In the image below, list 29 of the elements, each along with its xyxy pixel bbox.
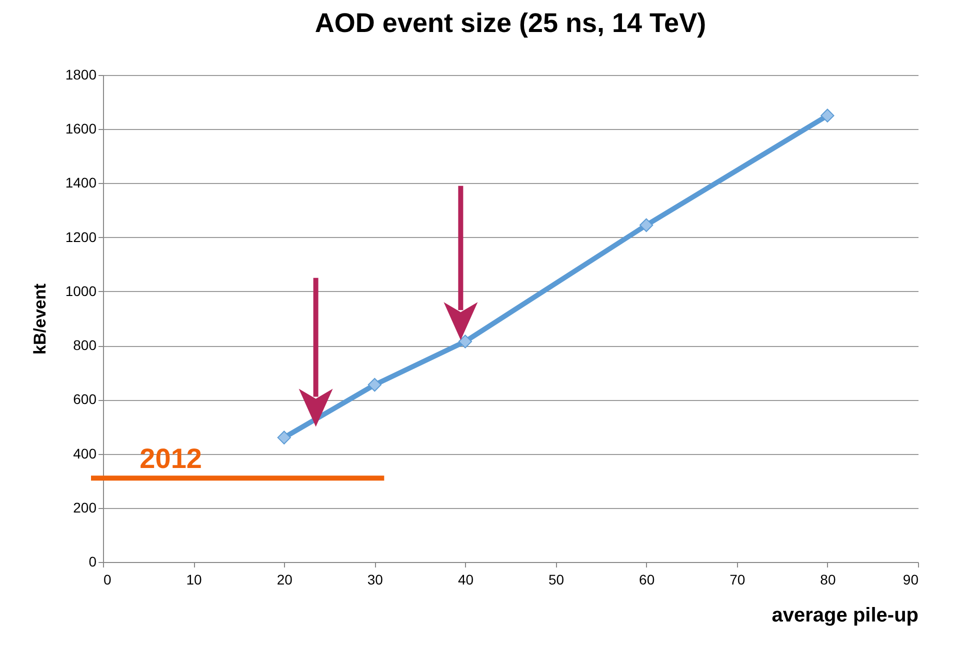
y-axis-title: kB/event <box>30 283 50 354</box>
point <box>368 378 382 392</box>
y-tick-label: 1400 <box>65 174 97 191</box>
x-tick-label: 60 <box>639 572 655 588</box>
y-tick-label: 1000 <box>65 282 97 299</box>
y-tick-label: 600 <box>73 391 97 408</box>
point <box>640 218 654 232</box>
y-tick-label: 1800 <box>65 66 97 82</box>
y-tick-label: 400 <box>73 445 97 462</box>
chart-title: AOD event size (25 ns, 14 TeV) <box>314 8 706 38</box>
x-tick-label: 70 <box>730 572 746 588</box>
point <box>820 108 834 122</box>
x-tick-label: 30 <box>367 572 384 588</box>
y-tick-label: 800 <box>73 337 97 354</box>
y-tick-label: 0 <box>88 554 97 570</box>
x-tick-label: 10 <box>186 572 202 588</box>
x-tick-label: 40 <box>458 572 474 588</box>
annotation: 2012 <box>140 443 202 474</box>
x-tick-label: 0 <box>104 572 112 588</box>
y-tick-label: 200 <box>73 499 97 516</box>
y-tick-label: 1600 <box>65 120 97 137</box>
x-tick-label: 50 <box>548 572 564 588</box>
point <box>277 430 291 444</box>
x-tick-label: 80 <box>820 572 836 588</box>
x-tick-label: 20 <box>276 572 293 588</box>
point <box>458 334 472 348</box>
y-tick-label: 1200 <box>65 228 97 245</box>
x-axis-title: average pile-up <box>772 604 918 626</box>
x-tick-label: 90 <box>902 572 919 588</box>
